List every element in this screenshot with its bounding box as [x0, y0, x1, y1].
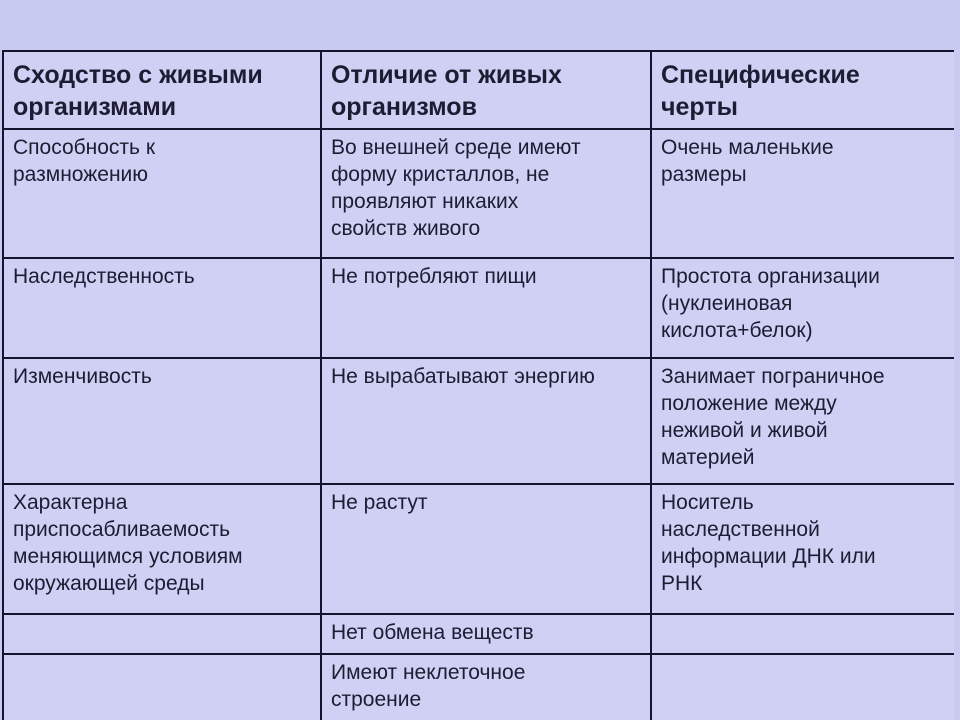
table-row: Характерна приспосабливаемость меняющимс…	[2, 483, 954, 615]
header-row: Сходство с живыми организмами Отличие от…	[2, 50, 954, 130]
table-cell: Не вырабатывают энергию	[320, 357, 652, 485]
table-cell: Характерна приспосабливаемость меняющимс…	[2, 483, 322, 615]
table-cell	[650, 613, 954, 655]
table-row: Наследственность Не потребляют пищи Прос…	[2, 257, 954, 359]
table-row: Нет обмена веществ	[2, 613, 954, 655]
table-row: Способность к размножению Во внешней сре…	[2, 128, 954, 259]
column-header-similarity: Сходство с живыми организмами	[2, 50, 322, 130]
table-cell	[2, 653, 322, 720]
table-cell: Наследственность	[2, 257, 322, 359]
table-cell: Не потребляют пищи	[320, 257, 652, 359]
table-cell: Простота организации (нуклеиновая кислот…	[650, 257, 954, 359]
column-header-difference: Отличие от живых организмов	[320, 50, 652, 130]
table-cell: Носитель наследственной информации ДНК и…	[650, 483, 954, 615]
table-cell: Имеют неклеточное строение	[320, 653, 652, 720]
table-row: Имеют неклеточное строение	[2, 653, 954, 720]
table-row: Изменчивость Не вырабатывают энергию Зан…	[2, 357, 954, 485]
column-header-specific-traits: Специфические черты	[650, 50, 954, 130]
table-cell: Занимает пограничное положение между неж…	[650, 357, 954, 485]
table-cell: Очень маленькие размеры	[650, 128, 954, 259]
table-cell: Нет обмена веществ	[320, 613, 652, 655]
table-cell: Способность к размножению	[2, 128, 322, 259]
table-cell	[2, 613, 322, 655]
table-cell: Во внешней среде имеют форму кристаллов,…	[320, 128, 652, 259]
table-cell	[650, 653, 954, 720]
virus-comparison-table: Сходство с живыми организмами Отличие от…	[2, 50, 954, 720]
table-cell: Изменчивость	[2, 357, 322, 485]
table-cell: Не растут	[320, 483, 652, 615]
